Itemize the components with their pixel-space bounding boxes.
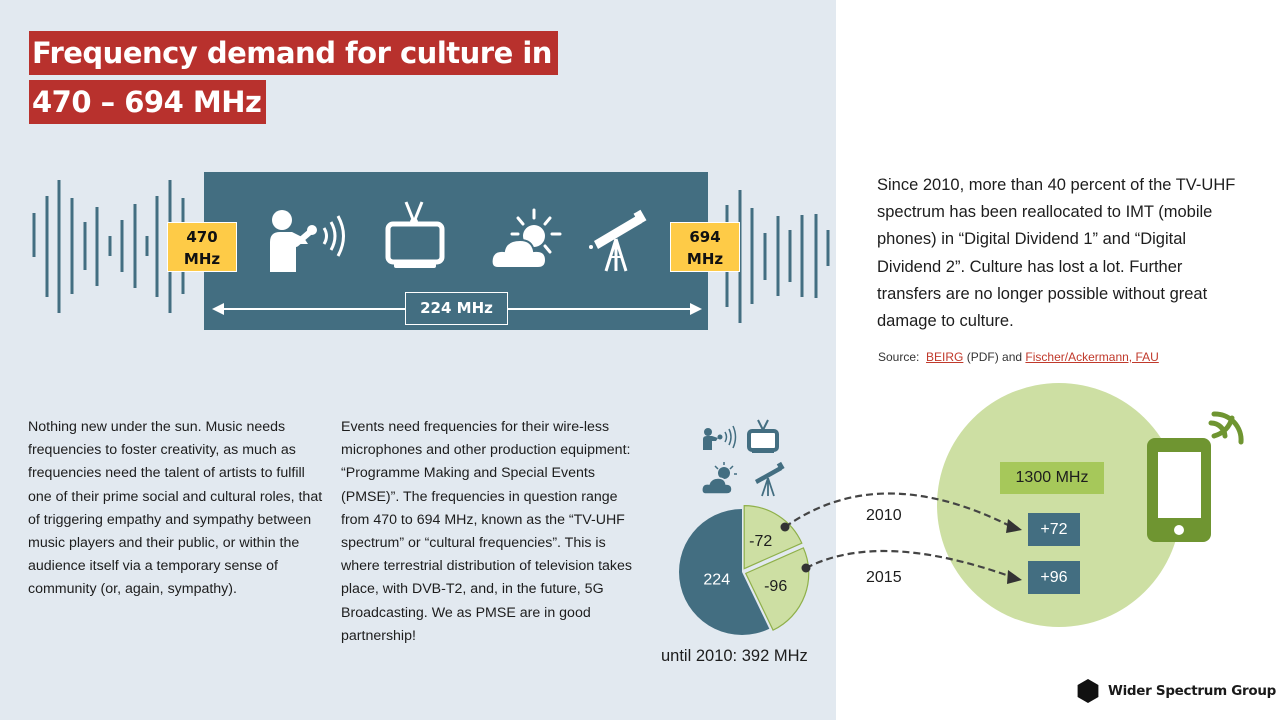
source-middle: (PDF) and <box>966 350 1023 364</box>
source-link-beirg[interactable]: BEIRG <box>926 350 964 364</box>
bandwidth-label: 224 MHz <box>405 292 508 325</box>
arrowhead-2010 <box>1006 519 1022 533</box>
small-tv-icon <box>747 419 779 453</box>
wireless-microphone-icon <box>270 210 345 272</box>
pie-slice-224 <box>678 509 770 635</box>
hexagon-logo-icon <box>1077 679 1099 703</box>
transfer-arrow-2010 <box>784 492 1013 528</box>
pie-label-224: 224 <box>703 572 730 589</box>
source-link-fau[interactable]: Fischer/Ackermann, FAU <box>1025 350 1159 364</box>
transfer-origin-2010 <box>780 522 790 532</box>
low-frequency-tag: 470 MHz <box>167 222 237 272</box>
pie-slice--72 <box>743 505 803 570</box>
transfer-arrows <box>784 492 1013 579</box>
culture-icons-cluster <box>701 419 785 497</box>
small-telescope-icon <box>755 461 785 497</box>
arrowhead-2015 <box>1007 570 1022 584</box>
logo: Wider Spectrum Group <box>1077 679 1276 703</box>
smartphone-icon <box>1147 411 1244 542</box>
year-label-2015: 2015 <box>866 569 902 586</box>
small-microphone-icon <box>703 425 737 450</box>
gain-box-2015: +96 <box>1028 561 1080 594</box>
spectrum-pie: -72 -96 224 <box>678 505 810 635</box>
page-title-line-1: Frequency demand for culture in <box>29 31 558 75</box>
telescope-icon <box>589 209 647 272</box>
pie-caption: until 2010: 392 MHz <box>661 647 808 665</box>
summary-text: Since 2010, more than 40 percent of the … <box>877 176 1236 331</box>
high-frequency-unit: MHz <box>686 250 724 268</box>
high-frequency-tag: 694 MHz <box>670 222 740 272</box>
gain-box-2010: +72 <box>1028 513 1080 546</box>
tv-icon <box>385 201 445 268</box>
high-frequency-value: 694 <box>689 228 721 246</box>
weather-icon <box>490 208 562 269</box>
pie-label--96: -96 <box>764 578 787 595</box>
low-frequency-unit: MHz <box>183 250 221 268</box>
imt-circle <box>937 383 1181 627</box>
year-label-2010: 2010 <box>866 507 902 524</box>
source-line: Source: BEIRG (PDF) and Fischer/Ackerman… <box>878 350 1159 364</box>
transfer-arrow-2015 <box>805 549 1013 579</box>
logo-text: Wider Spectrum Group <box>1108 683 1277 699</box>
source-prefix: Source: <box>878 350 920 364</box>
culture-text: Nothing new under the sun. Music needs f… <box>28 419 323 598</box>
transfer-origin-2015 <box>801 563 811 573</box>
pmse-text: Events need frequencies for their wire-l… <box>341 419 632 644</box>
pie-label--72: -72 <box>749 533 772 550</box>
page-title-line-2: 470 – 694 MHz <box>29 80 266 124</box>
imt-total-label: 1300 MHz <box>1000 462 1104 494</box>
low-frequency-value: 470 <box>186 228 218 246</box>
pie-slice--96 <box>744 547 810 631</box>
small-weather-icon <box>701 462 737 495</box>
